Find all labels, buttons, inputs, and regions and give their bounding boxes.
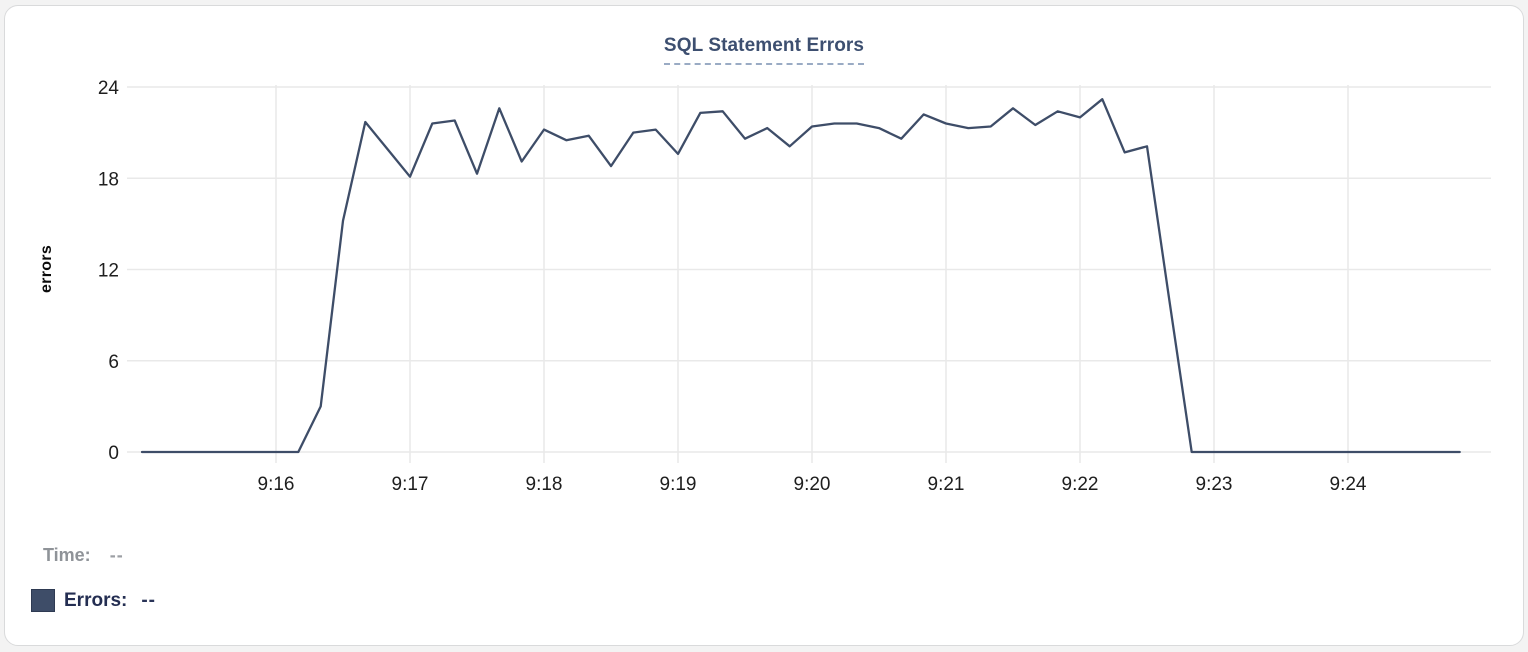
chart-header: SQL Statement Errors	[5, 35, 1523, 65]
svg-text:9:17: 9:17	[392, 474, 429, 495]
svg-text:9:23: 9:23	[1196, 474, 1233, 495]
tooltip-time-row: Time: --	[43, 545, 124, 566]
time-label: Time:	[43, 545, 91, 565]
svg-text:12: 12	[98, 261, 119, 282]
svg-text:24: 24	[98, 78, 120, 99]
svg-text:9:20: 9:20	[794, 474, 831, 495]
errors-value: --	[141, 589, 157, 611]
svg-text:9:18: 9:18	[526, 474, 563, 495]
errors-series-swatch	[31, 589, 55, 612]
svg-text:errors: errors	[38, 245, 55, 293]
legend-errors-row[interactable]: Errors: --	[31, 589, 156, 612]
svg-text:18: 18	[98, 169, 119, 190]
chart-card: 0 6 12 18 24 9:16 9:17 9:18 9:19 9:20 9:21 9:22 9:23…	[4, 5, 1524, 646]
errors-label: Errors:	[64, 589, 128, 611]
svg-text:9:19: 9:19	[660, 474, 697, 495]
time-value: --	[109, 545, 124, 565]
svg-text:9:21: 9:21	[928, 474, 965, 495]
svg-text:6: 6	[108, 352, 119, 373]
svg-text:0: 0	[108, 443, 119, 464]
chart-title[interactable]: SQL Statement Errors	[663, 35, 865, 65]
svg-text:9:24: 9:24	[1330, 474, 1367, 495]
svg-text:9:16: 9:16	[258, 474, 295, 495]
line-chart[interactable]: 0 6 12 18 24 9:16 9:17 9:18 9:19 9:20 9:21 9:22 9:23…	[1, 1, 1528, 511]
svg-text:9:22: 9:22	[1062, 474, 1099, 495]
